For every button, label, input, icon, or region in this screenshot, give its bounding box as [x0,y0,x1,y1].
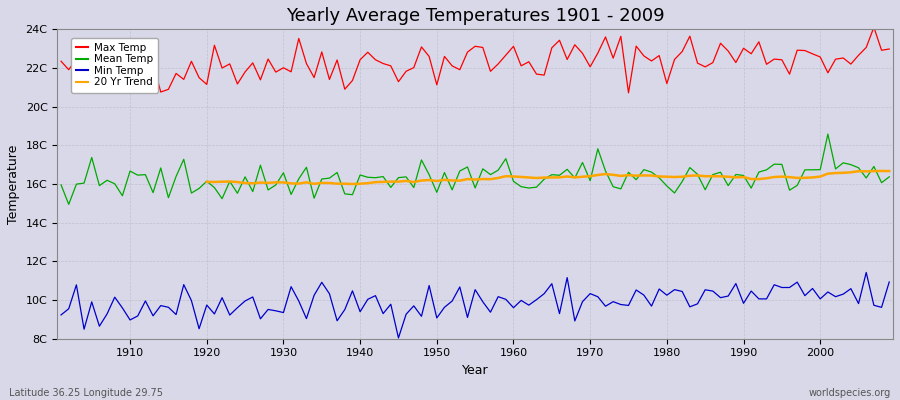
Min Temp [332,318,343,323]
Min Temp [884,280,895,284]
Max Temp [868,25,879,30]
Mean Temp [339,192,350,196]
20 Yr Trend [684,173,695,178]
Max Temp [332,58,343,62]
20 Yr Trend [792,176,803,180]
Min Temp [117,306,128,310]
Title: Yearly Average Temperatures 1901 - 2009: Yearly Average Temperatures 1901 - 2009 [286,7,664,25]
20 Yr Trend [877,168,887,173]
Mean Temp [56,182,67,187]
Mean Temp [823,132,833,136]
20 Yr Trend [202,180,212,184]
Mean Temp [63,202,74,207]
Y-axis label: Temperature: Temperature [7,144,20,224]
Line: Min Temp: Min Temp [61,272,889,338]
Min Temp [860,270,871,275]
20 Yr Trend [347,182,358,186]
Max Temp [600,34,611,39]
Min Temp [56,312,67,317]
Min Temp [393,336,404,340]
Max Temp [285,70,296,74]
Max Temp [500,53,511,58]
Mean Temp [125,169,136,174]
Max Temp [884,47,895,52]
Line: Max Temp: Max Temp [61,27,889,93]
Mean Temp [516,184,526,189]
Min Temp [508,305,519,310]
Min Temp [285,284,296,289]
Mean Temp [508,179,519,184]
Legend: Max Temp, Mean Temp, Min Temp, 20 Yr Trend: Max Temp, Mean Temp, Min Temp, 20 Yr Tre… [71,38,158,93]
Max Temp [623,90,634,95]
Min Temp [516,298,526,303]
Line: 20 Yr Trend: 20 Yr Trend [207,171,889,184]
Max Temp [508,44,519,49]
X-axis label: Year: Year [462,364,489,377]
20 Yr Trend [860,169,871,174]
20 Yr Trend [293,181,304,186]
Line: Mean Temp: Mean Temp [61,134,889,204]
20 Yr Trend [416,178,427,183]
Max Temp [56,59,67,64]
Mean Temp [293,176,304,181]
20 Yr Trend [884,169,895,174]
Mean Temp [884,174,895,179]
Mean Temp [608,184,618,189]
Min Temp [608,299,618,304]
Max Temp [117,71,128,76]
Text: Latitude 36.25 Longitude 29.75: Latitude 36.25 Longitude 29.75 [9,388,163,398]
20 Yr Trend [777,174,788,179]
Text: worldspecies.org: worldspecies.org [809,388,891,398]
